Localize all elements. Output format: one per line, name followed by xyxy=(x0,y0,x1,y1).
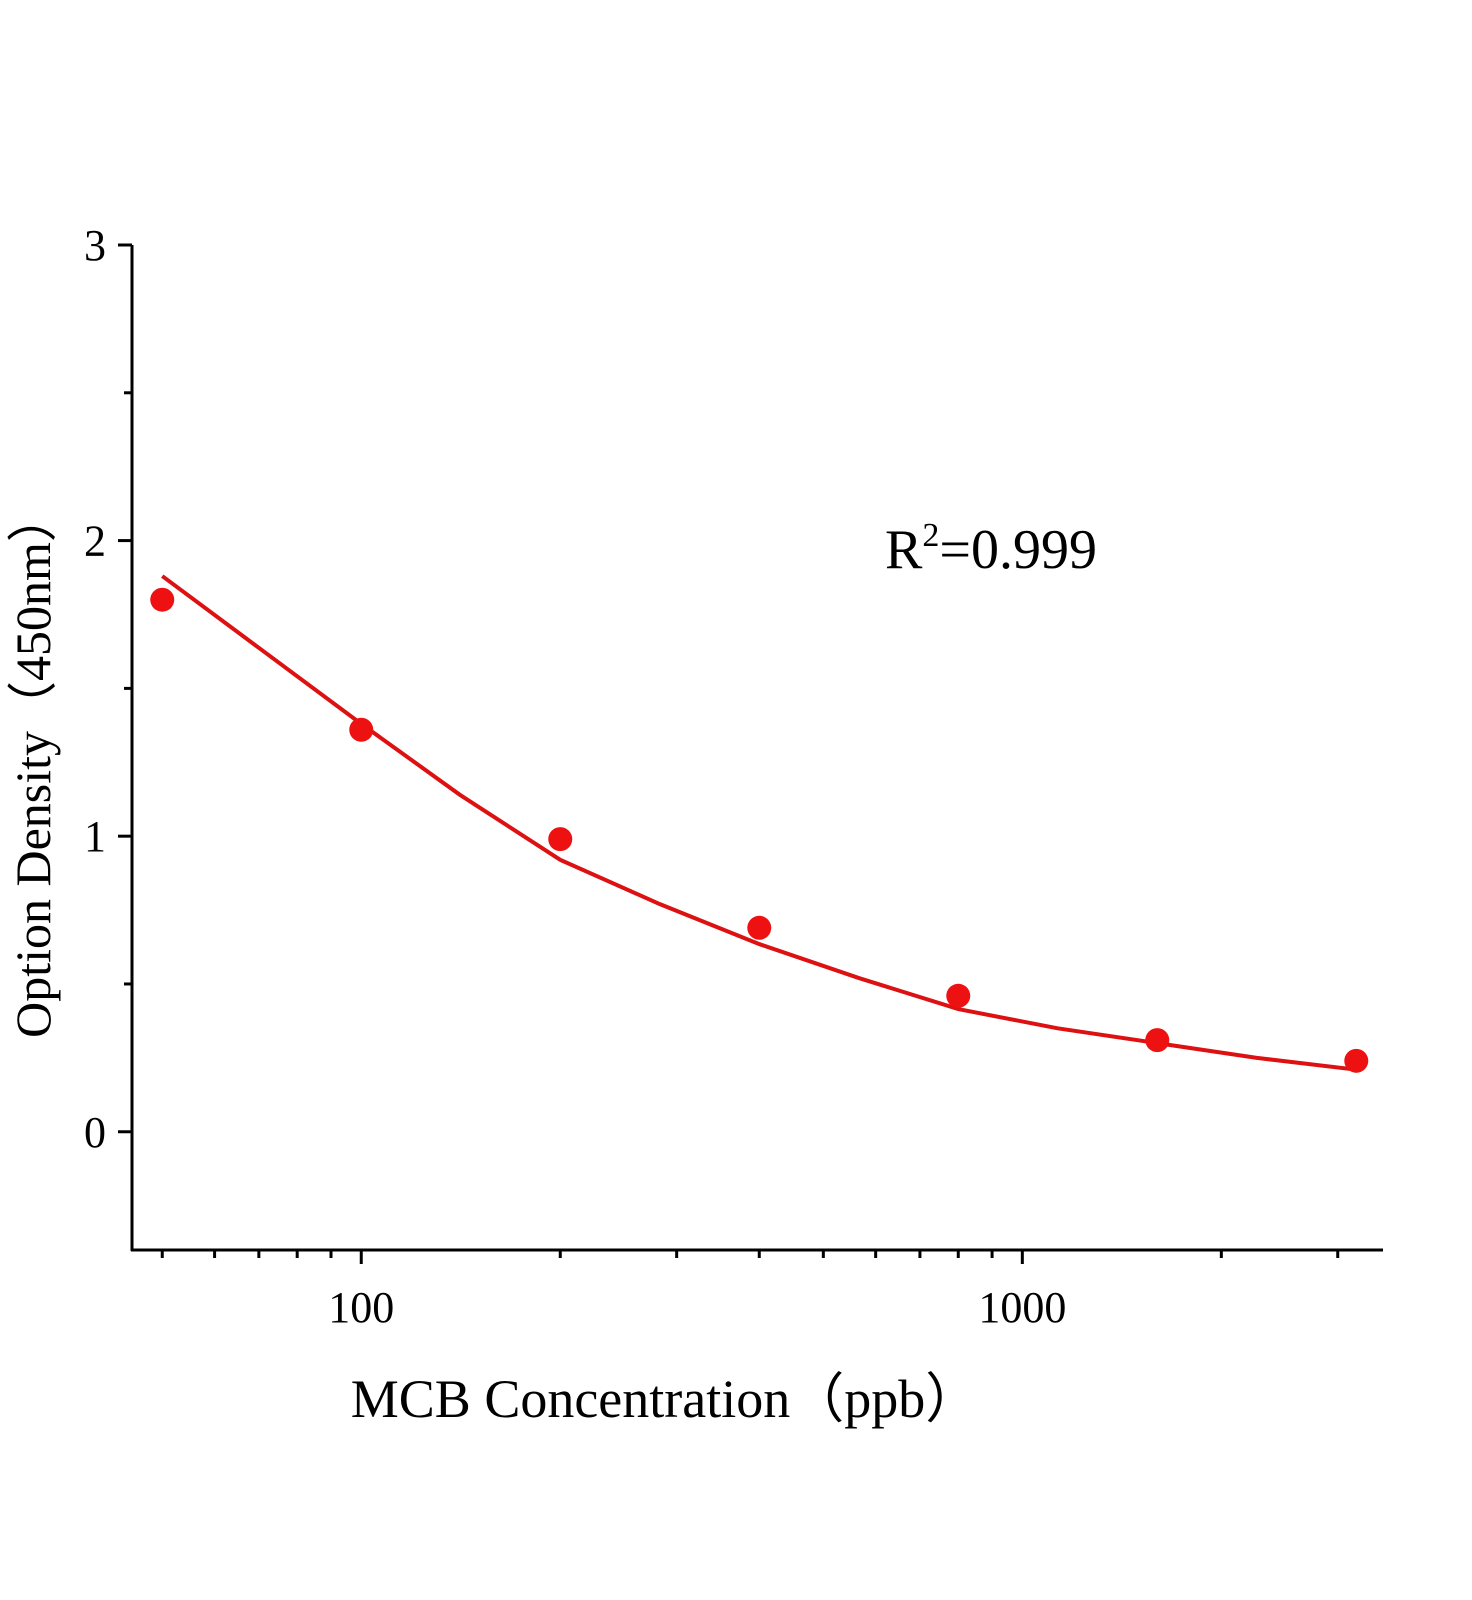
y-axis-label: Option Density（450nm） xyxy=(5,492,61,1038)
y-tick-label: 0 xyxy=(84,1108,106,1157)
data-point xyxy=(349,717,374,742)
y-tick-label: 3 xyxy=(84,221,106,270)
data-point xyxy=(150,587,175,612)
data-point xyxy=(1344,1048,1369,1073)
data-point xyxy=(747,915,772,940)
annotation: R2=0.999 xyxy=(885,517,1097,581)
annotation-text: =0.999 xyxy=(939,519,1097,581)
x-tick-label: 100 xyxy=(328,1283,394,1332)
annotation-base: R xyxy=(885,519,923,581)
annotation-superscript: 2 xyxy=(922,517,939,554)
x-tick-label: 1000 xyxy=(978,1283,1066,1332)
data-point xyxy=(1145,1028,1170,1053)
y-tick-label: 1 xyxy=(84,812,106,861)
data-point xyxy=(946,983,971,1008)
fit-curve xyxy=(161,574,1357,1072)
y-tick-label: 2 xyxy=(84,517,106,566)
data-point xyxy=(548,827,573,852)
x-axis-label: MCB Concentration（ppb） xyxy=(351,1369,979,1429)
